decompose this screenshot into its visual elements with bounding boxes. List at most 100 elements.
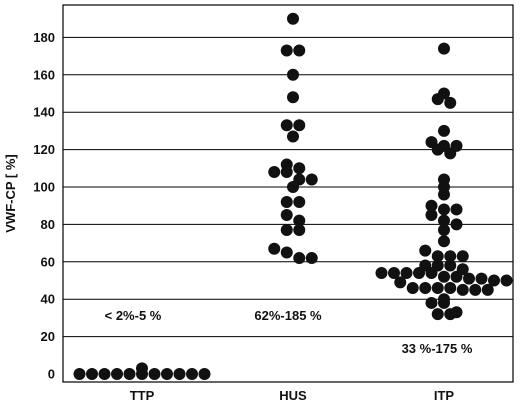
data-point-hus: [268, 166, 281, 179]
data-point-itp: [444, 96, 457, 109]
data-point-hus: [305, 252, 318, 265]
data-point-hus: [305, 173, 318, 186]
data-point-itp: [450, 203, 463, 216]
data-point-hus: [293, 252, 306, 265]
data-point-itp: [469, 283, 482, 296]
data-point-hus: [287, 68, 299, 81]
data-point-itp: [438, 214, 450, 227]
data-point-itp: [438, 173, 450, 186]
data-point-itp: [481, 283, 494, 296]
data-point-itp: [438, 87, 450, 100]
data-point-itp: [431, 281, 444, 294]
data-point-itp: [425, 209, 438, 222]
data-point-hus: [280, 195, 293, 208]
data-point-hus: [280, 44, 293, 57]
y-tick-label: 0: [48, 367, 55, 382]
data-point-hus: [280, 209, 293, 222]
data-point-ttp: [148, 368, 161, 380]
data-point-hus: [293, 214, 306, 227]
data-point-itp: [425, 136, 438, 149]
data-point-itp: [444, 259, 457, 272]
data-point-hus: [280, 158, 293, 171]
data-point-itp: [388, 267, 400, 280]
data-point-itp: [400, 267, 413, 280]
data-point-hus: [293, 224, 306, 237]
data-point-itp: [394, 276, 407, 289]
x-category-label: ITP: [434, 388, 455, 403]
data-point-hus: [293, 44, 306, 57]
data-point-itp: [456, 250, 469, 263]
annotations: < 2%-5 % 62%-185 % 33 %-175 %: [105, 308, 473, 356]
range-annotation: 62%-185 %: [254, 308, 322, 323]
data-point-hus: [280, 119, 293, 132]
y-tick-label: 100: [33, 180, 55, 195]
data-point-itp: [463, 272, 475, 285]
data-point-ttp: [136, 362, 148, 375]
data-point-ttp: [86, 368, 98, 380]
data-point-ttp: [173, 368, 186, 380]
data-point-itp: [431, 250, 444, 263]
data-point-itp: [488, 274, 500, 287]
data-point-itp: [444, 281, 457, 294]
data-point-itp: [500, 274, 513, 287]
data-point-hus: [268, 242, 281, 255]
data-point-ttp: [111, 368, 123, 380]
x-category-label: TTP: [130, 388, 155, 403]
data-point-hus: [293, 162, 306, 175]
data-point-itp: [456, 263, 469, 276]
data-point-itp: [431, 259, 444, 272]
y-tick-label: 40: [41, 292, 55, 307]
data-point-itp: [406, 281, 419, 294]
data-point-hus: [287, 12, 299, 25]
data-point-itp: [425, 199, 438, 212]
y-tick-labels: 0 20 40 60 80 100 120 140 160 180: [33, 30, 55, 382]
data-point-itp: [431, 308, 444, 321]
data-point-itp: [438, 139, 450, 152]
data-point-itp: [419, 259, 432, 272]
y-tick-label: 140: [33, 105, 55, 120]
plot-frame: [62, 4, 514, 383]
data-point-ttp: [73, 368, 86, 380]
data-point-itp: [438, 224, 450, 237]
data-point-itp: [438, 293, 450, 306]
data-point-hus: [280, 246, 293, 259]
data-point-itp: [425, 296, 438, 309]
data-point-hus: [287, 91, 299, 104]
data-point-itp: [419, 281, 432, 294]
data-points: [73, 12, 513, 380]
y-tick-label: 60: [41, 254, 55, 269]
data-point-hus: [293, 173, 306, 186]
y-tick-label: 80: [41, 217, 55, 232]
data-point-itp: [438, 203, 450, 216]
data-point-ttp: [198, 368, 211, 380]
data-point-itp: [475, 272, 488, 285]
data-point-itp: [450, 218, 463, 231]
x-category-label: HUS: [279, 388, 307, 403]
data-point-hus: [293, 195, 306, 208]
y-tick-label: 160: [33, 67, 55, 82]
data-point-hus: [280, 224, 293, 237]
range-annotation: < 2%-5 %: [105, 308, 162, 323]
y-tick-label: 120: [33, 142, 55, 157]
data-point-ttp: [161, 368, 173, 380]
data-point-itp: [438, 235, 450, 248]
data-point-itp: [444, 250, 457, 263]
data-point-ttp: [186, 368, 198, 380]
data-point-hus: [293, 119, 306, 132]
data-point-itp: [438, 42, 450, 55]
data-point-ttp: [98, 368, 111, 380]
data-point-itp: [438, 124, 450, 137]
y-tick-label: 180: [33, 30, 55, 45]
data-point-itp: [450, 139, 463, 152]
data-point-itp: [438, 270, 450, 283]
category-labels: TTP HUS ITP: [130, 388, 455, 403]
data-point-itp: [450, 306, 463, 319]
data-point-itp: [456, 283, 469, 296]
y-tick-label: 20: [41, 329, 55, 344]
data-point-ttp: [123, 368, 136, 380]
data-point-itp: [419, 244, 432, 257]
range-annotation: 33 %-175 %: [402, 341, 473, 356]
y-axis-title: VWF-CP [ %]: [3, 154, 18, 232]
data-point-hus: [287, 130, 299, 143]
